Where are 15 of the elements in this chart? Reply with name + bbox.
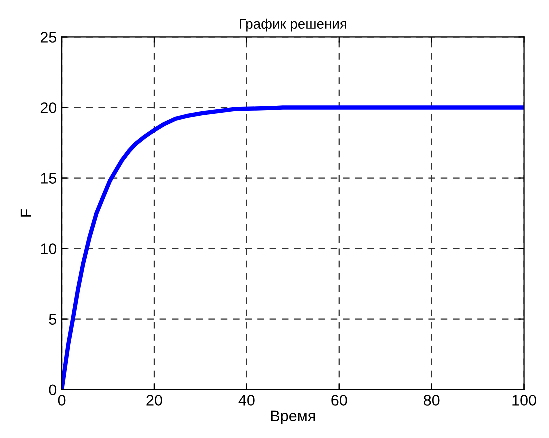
x-tick-label: 20 <box>146 395 162 406</box>
x-tick-label: 60 <box>332 395 348 406</box>
y-tick-label: 5 <box>49 314 57 325</box>
x-tick-label: 40 <box>238 395 255 406</box>
y-axis-title: F <box>20 209 32 217</box>
y-tick-label: 0 <box>49 384 57 396</box>
y-tick-label: 10 <box>41 244 57 254</box>
chart-title: График решения <box>240 18 346 32</box>
x-tick-label: 0 <box>58 395 66 406</box>
y-tick-label: 20 <box>40 102 57 114</box>
x-tick-label: 100 <box>512 395 536 406</box>
x-tick-label: 80 <box>424 395 440 406</box>
y-tick-label: 25 <box>40 32 57 43</box>
y-tick-label: 15 <box>41 173 57 184</box>
x-axis-title: Время <box>271 410 316 425</box>
